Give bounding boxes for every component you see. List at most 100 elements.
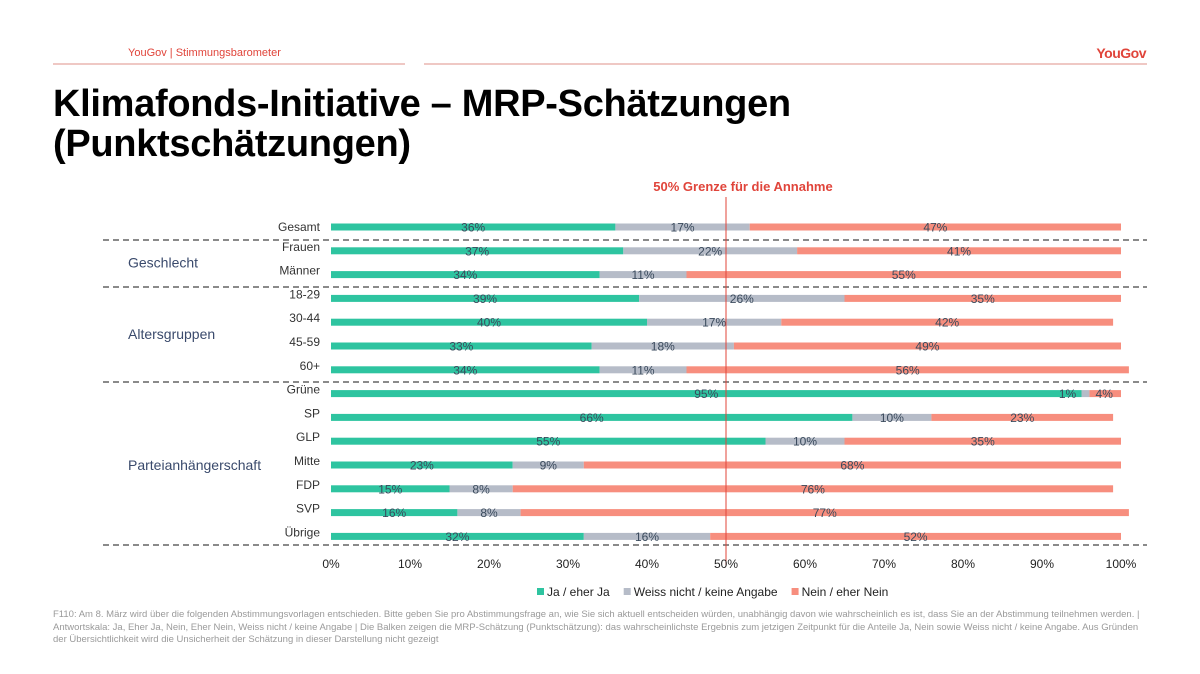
data-label: 40% bbox=[477, 316, 501, 330]
bar-segment bbox=[639, 294, 845, 302]
header-rule-right bbox=[424, 63, 1147, 65]
bar-segment bbox=[733, 342, 1121, 350]
bar-segment bbox=[331, 437, 766, 445]
group-label: Altersgruppen bbox=[128, 326, 215, 342]
data-label: 37% bbox=[465, 244, 489, 258]
x-tick-label: 20% bbox=[477, 557, 501, 571]
bar-segment bbox=[331, 509, 458, 517]
data-label: 23% bbox=[1010, 411, 1034, 425]
bar-segment bbox=[765, 437, 845, 445]
category-label: Männer bbox=[279, 264, 320, 278]
category-label: Gesamt bbox=[278, 220, 321, 234]
data-label: 39% bbox=[473, 292, 497, 306]
x-tick-label: 90% bbox=[1030, 557, 1054, 571]
x-tick-label: 70% bbox=[872, 557, 896, 571]
bar-segment bbox=[331, 366, 600, 374]
data-label: 11% bbox=[631, 363, 654, 377]
x-tick-label: 60% bbox=[793, 557, 817, 571]
bar-segment bbox=[331, 485, 450, 493]
bar-segment bbox=[331, 342, 592, 350]
bar-segment bbox=[457, 509, 521, 517]
data-label: 68% bbox=[840, 459, 864, 473]
data-label: 42% bbox=[935, 316, 959, 330]
category-label: SVP bbox=[296, 502, 320, 516]
page-title: Klimafonds-Initiative – MRP-Schätzungen … bbox=[53, 83, 791, 165]
bar-segment bbox=[599, 366, 687, 374]
bar-segment bbox=[1081, 390, 1090, 398]
bar-segment bbox=[331, 532, 584, 540]
bar-segment bbox=[710, 532, 1121, 540]
category-label: Übrige bbox=[285, 525, 321, 539]
data-label: 16% bbox=[382, 506, 406, 520]
bar-segment bbox=[331, 390, 1082, 398]
group-label: Parteianhängerschaft bbox=[128, 457, 261, 473]
x-tick-label: 0% bbox=[322, 557, 340, 571]
data-label: 36% bbox=[461, 221, 485, 235]
data-label: 55% bbox=[536, 435, 560, 449]
data-label: 49% bbox=[915, 340, 939, 354]
header-rule-left bbox=[53, 63, 405, 65]
data-label: 52% bbox=[904, 530, 928, 544]
x-tick-label: 10% bbox=[398, 557, 422, 571]
bar-segment bbox=[583, 532, 711, 540]
bar-segment bbox=[331, 271, 600, 279]
bar-segment bbox=[599, 271, 687, 279]
data-label: 8% bbox=[480, 506, 498, 520]
data-label: 77% bbox=[813, 506, 837, 520]
bar-segment bbox=[797, 247, 1121, 255]
bar-segment bbox=[749, 223, 1121, 231]
data-label: 34% bbox=[453, 363, 477, 377]
bar-segment bbox=[512, 461, 584, 469]
data-label: 9% bbox=[540, 459, 558, 473]
data-label: 8% bbox=[472, 482, 490, 496]
data-label: 23% bbox=[410, 459, 434, 473]
bar-segment bbox=[591, 342, 734, 350]
x-tick-label: 100% bbox=[1106, 557, 1137, 571]
bar-segment bbox=[686, 366, 1129, 374]
legend-swatch bbox=[791, 588, 799, 595]
threshold-annotation: 50% Grenze für die Annahme bbox=[653, 179, 832, 194]
bar-segment bbox=[852, 413, 932, 421]
data-label: 17% bbox=[702, 316, 726, 330]
data-label: 41% bbox=[947, 244, 971, 258]
data-label: 11% bbox=[631, 268, 654, 282]
data-label: 1% bbox=[1059, 387, 1077, 401]
legend-label: Ja / eher Ja bbox=[547, 585, 610, 599]
bar-segment bbox=[512, 485, 1114, 493]
legend-label: Nein / eher Nein bbox=[802, 585, 889, 599]
legend-label: Weiss nicht / keine Angabe bbox=[634, 585, 778, 599]
data-label: 95% bbox=[694, 387, 718, 401]
data-label: 17% bbox=[671, 221, 695, 235]
data-label: 34% bbox=[453, 268, 477, 282]
data-label: 47% bbox=[923, 221, 947, 235]
data-label: 55% bbox=[892, 268, 916, 282]
category-label: 18-29 bbox=[289, 287, 320, 301]
data-label: 15% bbox=[378, 482, 402, 496]
bar-segment bbox=[449, 485, 513, 493]
data-label: 18% bbox=[651, 340, 675, 354]
data-label: 10% bbox=[880, 411, 904, 425]
data-label: 10% bbox=[793, 435, 817, 449]
category-label: FDP bbox=[296, 478, 320, 492]
bar-segment bbox=[931, 413, 1114, 421]
bar-segment bbox=[623, 247, 798, 255]
data-label: 66% bbox=[580, 411, 604, 425]
x-tick-label: 40% bbox=[635, 557, 659, 571]
category-label: Frauen bbox=[282, 240, 320, 254]
bar-segment bbox=[331, 294, 640, 302]
data-label: 33% bbox=[449, 340, 473, 354]
footnote: F110: Am 8. März wird über die folgenden… bbox=[53, 609, 1140, 645]
category-label: 45-59 bbox=[289, 335, 320, 349]
bar-segment bbox=[583, 461, 1121, 469]
data-label: 16% bbox=[635, 530, 659, 544]
bar-segment bbox=[781, 318, 1114, 326]
category-label: SP bbox=[304, 406, 320, 420]
legend-swatch bbox=[623, 588, 631, 595]
bar-segment bbox=[686, 271, 1121, 279]
bar-segment bbox=[331, 223, 616, 231]
bar-segment bbox=[844, 437, 1121, 445]
category-label: GLP bbox=[296, 430, 320, 444]
data-label: 76% bbox=[801, 482, 825, 496]
group-label: Geschlecht bbox=[128, 255, 198, 271]
